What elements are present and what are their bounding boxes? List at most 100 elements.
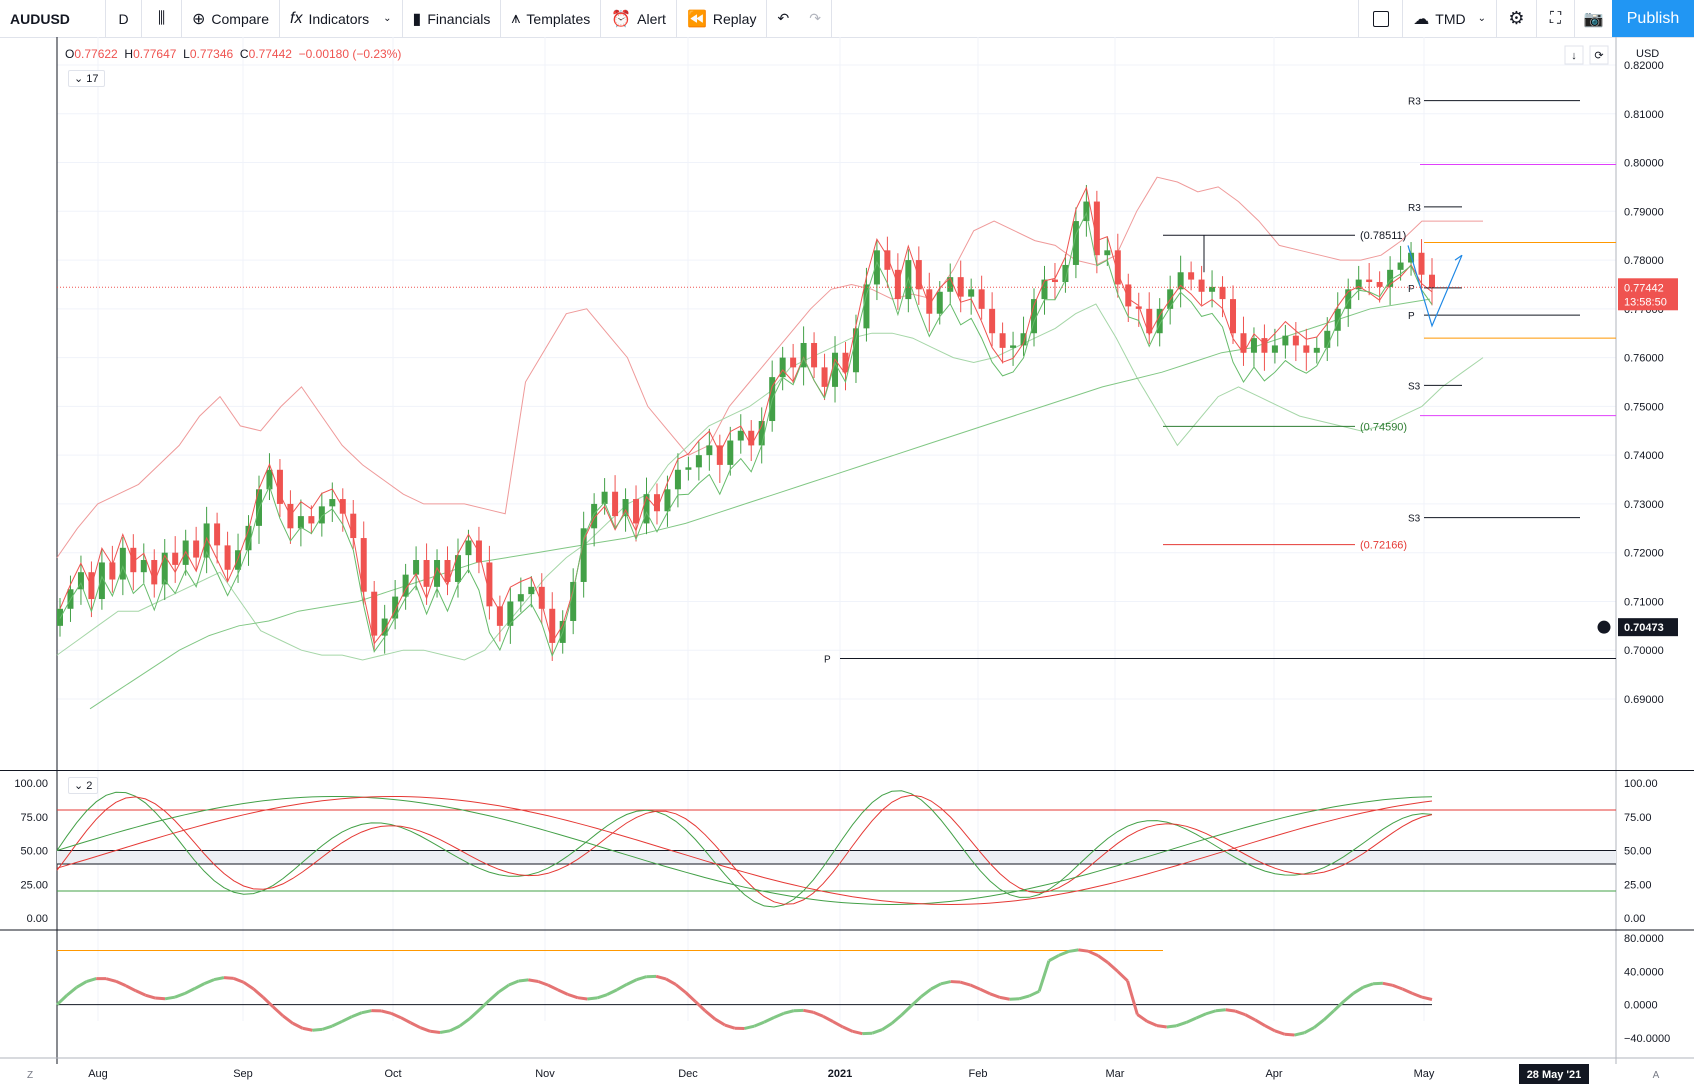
interval-button[interactable]: D [106, 0, 142, 37]
snapshot-button[interactable]: 📷 [1574, 0, 1612, 37]
price-tick-label: 0.81000 [1624, 109, 1664, 121]
candle-body [434, 560, 441, 587]
momentum-segment [281, 1014, 294, 1025]
momentum-segment [1106, 961, 1119, 973]
candle-body [779, 357, 786, 378]
momentum-segment [184, 987, 196, 995]
time-tick-label: 2021 [828, 1068, 852, 1080]
momentum-segment [498, 983, 510, 994]
alarm-icon: ⏰ [611, 10, 632, 28]
candle-body [842, 352, 849, 373]
low-label: L [183, 47, 190, 61]
scroll-down-button [1564, 45, 1584, 65]
candle-body [716, 445, 723, 465]
pivot-level-label: P [824, 655, 831, 666]
candle-body [549, 608, 556, 643]
momentum-segment [1342, 992, 1355, 1003]
candle-body [1429, 274, 1435, 288]
chart-area[interactable]: 0.820000.810000.800000.790000.780000.770… [0, 37, 1694, 1087]
top-toolbar: AUDUSD D ⫼ ⊕ Compare fx Indicators ⌄ ▮ Fina… [0, 0, 1694, 38]
momentum-segment [55, 994, 68, 1006]
indicator-legend-toggle[interactable]: ⌄ 17 [68, 70, 105, 87]
last-price-badge [1618, 278, 1678, 311]
momentum-segment [174, 992, 186, 999]
momentum-segment [223, 976, 234, 980]
candle-body [318, 506, 325, 524]
symbol-search[interactable]: AUDUSD [0, 0, 106, 37]
candle-body [1355, 279, 1362, 290]
candle-body [800, 342, 807, 368]
momentum-segment [930, 982, 942, 991]
price-tick-label: 0.82000 [1624, 60, 1664, 72]
candle-body [130, 547, 137, 573]
stoch-band-fill [57, 850, 1616, 864]
candle-body [1010, 345, 1017, 348]
pivot-level-label: R3 [1408, 203, 1421, 214]
momentum-tick: 40.0000 [1624, 966, 1664, 978]
compare-button[interactable]: ⊕ Compare [182, 0, 280, 37]
candle-body [664, 489, 671, 512]
momentum-segment [468, 1008, 481, 1020]
momentum-segment [1235, 1009, 1246, 1017]
layout-button[interactable] [1358, 0, 1402, 37]
crosshair-price-text: 0.70473 [1624, 622, 1664, 634]
momentum-segment [763, 1016, 775, 1024]
candle-body [1303, 345, 1310, 353]
upper-band-line [56, 176, 1483, 558]
indicators-button[interactable]: fx Indicators ⌄ [280, 0, 403, 37]
candle-body [1387, 269, 1394, 287]
momentum-segment [1303, 1026, 1315, 1035]
candle-body [1125, 284, 1132, 307]
cloud-layout-button[interactable]: ☁ TMD ⌄ [1402, 0, 1496, 37]
momentum-segment [1411, 991, 1423, 999]
financials-button[interactable]: ▮ Financials [403, 0, 502, 37]
candle-body [465, 540, 472, 556]
candle-body [1250, 338, 1257, 353]
momentum-segment [547, 983, 559, 992]
stoch-right-tick: 0.00 [1624, 913, 1645, 925]
momentum-segment [430, 1029, 441, 1034]
candle-body [297, 516, 304, 529]
last-price-text: 0.77442 [1624, 282, 1664, 294]
stoch-left-tick: 25.00 [20, 879, 48, 891]
redo-button[interactable]: ↷ [799, 0, 832, 37]
momentum-segment [812, 1010, 824, 1018]
momentum-segment [518, 978, 529, 983]
momentum-segment [1215, 1008, 1226, 1013]
stoch-legend-toggle[interactable]: ⌄ 2 [68, 777, 99, 794]
price-tick-label: 0.74000 [1624, 450, 1664, 462]
time-tick-label: Aug [88, 1068, 108, 1080]
settings-button[interactable]: ⚙ [1496, 0, 1536, 37]
momentum-segment [1264, 1024, 1276, 1033]
time-tick-label: Apr [1265, 1068, 1282, 1080]
candle-body [329, 499, 336, 507]
momentum-segment [86, 977, 97, 983]
undo-button[interactable]: ↶ [767, 0, 799, 37]
momentum-segment [312, 1027, 323, 1032]
publish-button[interactable]: Publish [1612, 0, 1694, 37]
momentum-segment [881, 1022, 893, 1031]
momentum-segment [361, 1009, 372, 1015]
chart-type-button[interactable]: ⫼ [142, 0, 182, 37]
momentum-segment [155, 996, 166, 1001]
momentum-segment [704, 1009, 716, 1021]
momentum-segment [890, 1013, 903, 1025]
replay-button[interactable]: ⏪ Replay [677, 0, 768, 37]
function-icon: fx [290, 9, 303, 27]
candle-body [1135, 306, 1142, 309]
fullscreen-button[interactable]: ⛶ [1536, 0, 1574, 37]
arrow-down-icon: ↓ [1571, 50, 1577, 62]
stoch-left-tick: 100.00 [14, 778, 48, 790]
pivot-level-label: P [1408, 284, 1415, 295]
stoch-left-tick: 0.00 [27, 913, 48, 925]
candle-body [1397, 262, 1404, 270]
candle-body [873, 250, 880, 285]
candle-body [758, 421, 765, 446]
redo-icon: ↷ [809, 10, 821, 26]
candle-body [727, 440, 734, 465]
momentum-segment [1205, 1009, 1217, 1016]
candle-body [685, 467, 692, 470]
alert-button[interactable]: ⏰ Alert [601, 0, 677, 37]
fib-level-label: (0.74590) [1360, 421, 1407, 433]
templates-button[interactable]: ⩚ Templates [501, 0, 602, 37]
